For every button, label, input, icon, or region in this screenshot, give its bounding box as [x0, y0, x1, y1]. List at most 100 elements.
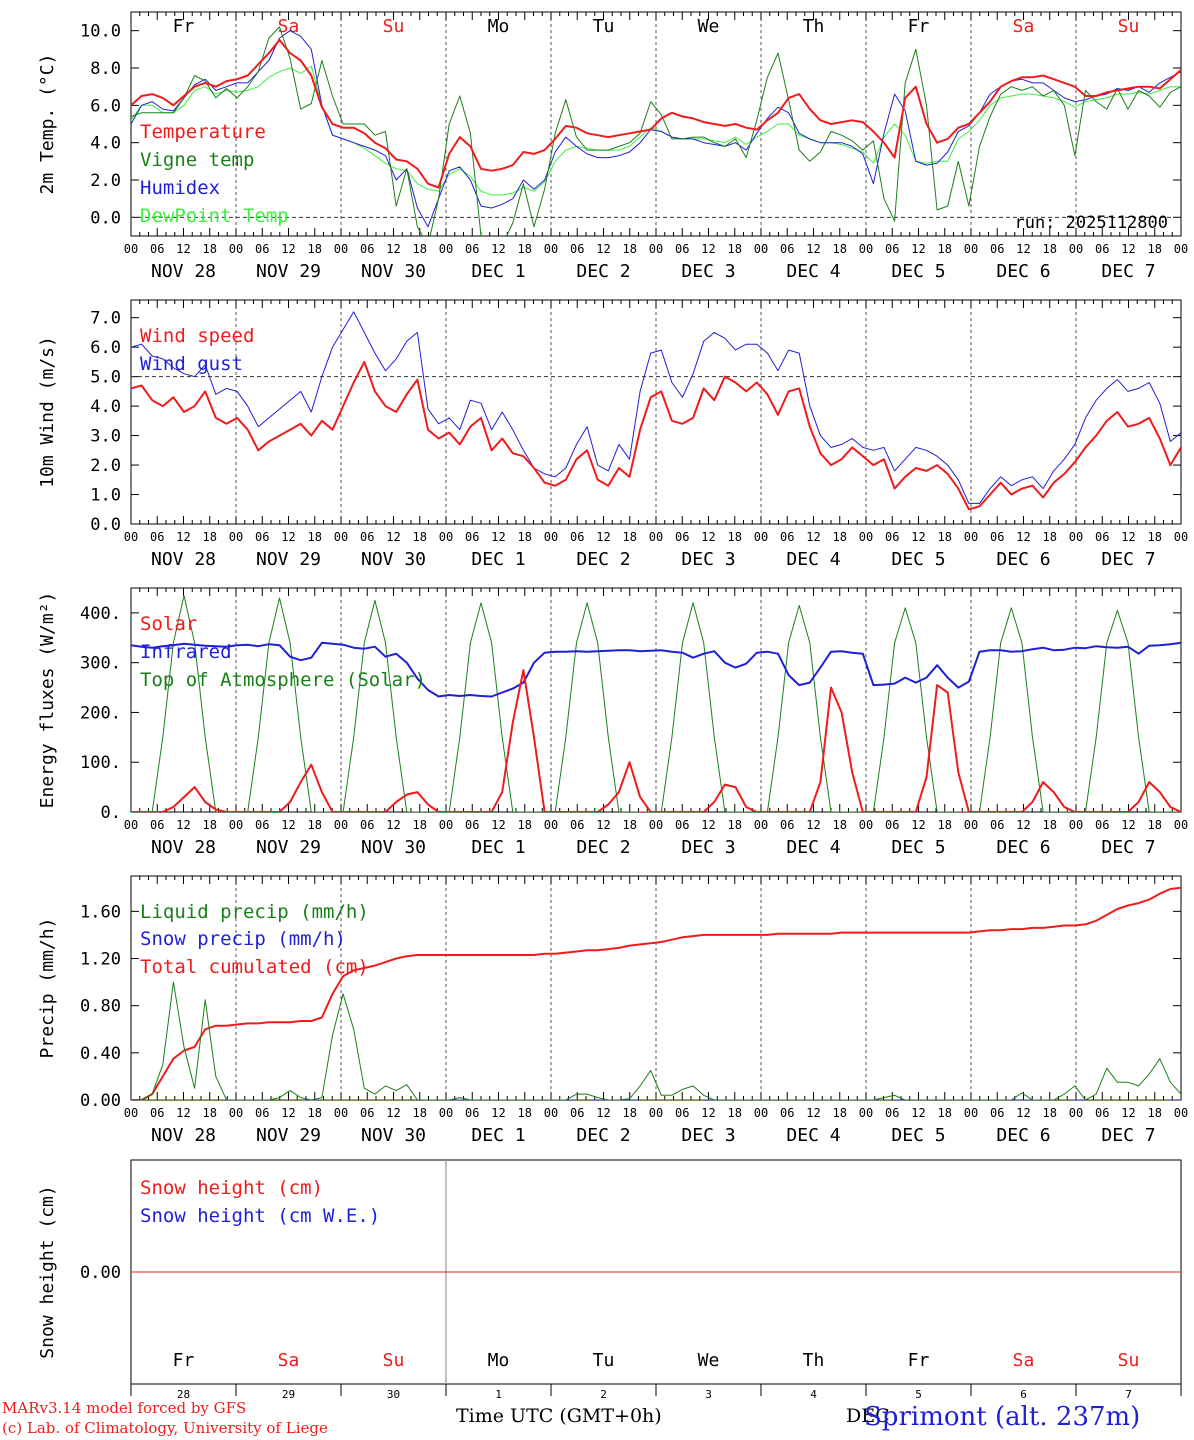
hour-tick-label: 12 — [1016, 1106, 1030, 1120]
hour-tick-label: 00 — [439, 818, 453, 832]
weekday-label: Tu — [593, 1350, 615, 1371]
date-label: NOV 28 — [151, 261, 216, 282]
model-credit: MARv3.14 model forced by GFS — [2, 1399, 247, 1417]
hour-tick-label: 00 — [1174, 1106, 1188, 1120]
y-tick-label: 4.0 — [90, 134, 121, 154]
day-number-label: 29 — [282, 1388, 295, 1401]
date-label: DEC 1 — [471, 261, 525, 282]
hour-tick-label: 12 — [386, 1106, 400, 1120]
hour-tick-label: 18 — [203, 530, 217, 544]
date-label: DEC 6 — [996, 837, 1050, 858]
hour-tick-label: 06 — [990, 818, 1004, 832]
hour-tick-label: 18 — [833, 1106, 847, 1120]
hour-tick-label: 06 — [150, 818, 164, 832]
hour-tick-label: 06 — [885, 1106, 899, 1120]
y-tick-label: 400. — [80, 604, 121, 624]
hour-tick-label: 00 — [544, 242, 558, 256]
y-tick-label: 8.0 — [90, 59, 121, 79]
hour-tick-label: 00 — [229, 818, 243, 832]
hour-tick-label: 12 — [281, 1106, 295, 1120]
legend-entry: DewPoint Temp — [140, 205, 289, 227]
hour-tick-label: 06 — [675, 530, 689, 544]
x-axis-title: Time UTC (GMT+0h) — [456, 1405, 662, 1427]
hour-tick-label: 18 — [203, 818, 217, 832]
hour-tick-label: 12 — [1121, 1106, 1135, 1120]
date-label: DEC 2 — [576, 837, 630, 858]
hour-tick-label: 12 — [491, 1106, 505, 1120]
hour-tick-label: 18 — [938, 530, 952, 544]
hour-tick-label: 00 — [1069, 818, 1083, 832]
hour-tick-label: 12 — [176, 1106, 190, 1120]
hour-tick-label: 00 — [649, 818, 663, 832]
hour-tick-label: 12 — [1016, 818, 1030, 832]
hour-tick-label: 00 — [649, 1106, 663, 1120]
date-label: DEC 7 — [1101, 1125, 1155, 1146]
hour-tick-label: 18 — [728, 530, 742, 544]
day-number-label: 4 — [810, 1388, 817, 1401]
date-label: NOV 28 — [151, 549, 216, 570]
hour-tick-label: 18 — [413, 1106, 427, 1120]
hour-tick-label: 18 — [1148, 818, 1162, 832]
legend-entry: Snow height (cm) — [140, 1177, 323, 1199]
hour-tick-label: 18 — [728, 242, 742, 256]
hour-tick-label: 06 — [990, 242, 1004, 256]
hour-tick-label: 12 — [491, 818, 505, 832]
day-number-label: 1 — [495, 1388, 502, 1401]
y-tick-label: 7.0 — [90, 309, 121, 329]
y-tick-label: 10.0 — [80, 22, 121, 42]
weekday-label: Sa — [278, 1350, 300, 1371]
hour-tick-label: 06 — [360, 818, 374, 832]
hour-tick-label: 12 — [386, 818, 400, 832]
hour-tick-label: 06 — [675, 242, 689, 256]
date-label: DEC 3 — [681, 837, 735, 858]
series-infrared — [131, 641, 1181, 698]
date-label: DEC 3 — [681, 549, 735, 570]
panel-snow: Fr Sa Su Mo Tu We Th Fr Sa Su 28 29 30 1 2 3 4 5 6 7 0.00 Sno… — [37, 1159, 1182, 1401]
hour-tick-label: 00 — [124, 530, 138, 544]
date-label: DEC 3 — [681, 261, 735, 282]
day-number-label: 28 — [177, 1388, 190, 1401]
hour-tick-label: 00 — [544, 818, 558, 832]
date-label: NOV 28 — [151, 1125, 216, 1146]
day-number-label: 30 — [387, 1388, 400, 1401]
panel-energy: 00 06 12 18 00 06 12 18 00 06 12 18 00 06 12 18 00 06 12 18… — [37, 587, 1188, 858]
hour-tick-label: 12 — [491, 242, 505, 256]
hour-tick-label: 18 — [833, 530, 847, 544]
hour-tick-label: 12 — [176, 242, 190, 256]
hour-tick-label: 00 — [859, 818, 873, 832]
y-tick-label: 1.20 — [80, 950, 121, 970]
hour-tick-label: 12 — [911, 530, 925, 544]
hour-tick-label: 00 — [439, 530, 453, 544]
hour-tick-label: 18 — [518, 1106, 532, 1120]
hour-tick-label: 06 — [780, 530, 794, 544]
hour-tick-label: 12 — [386, 242, 400, 256]
hour-tick-label: 12 — [806, 818, 820, 832]
hour-tick-label: 00 — [754, 530, 768, 544]
y-tick-label: 6.0 — [90, 338, 121, 358]
date-label: NOV 30 — [361, 261, 426, 282]
hour-tick-label: 12 — [1121, 530, 1135, 544]
date-label: DEC 2 — [576, 549, 630, 570]
hour-tick-label: 06 — [675, 818, 689, 832]
weekday-label: Su — [1118, 16, 1140, 37]
hour-tick-label: 00 — [964, 818, 978, 832]
weekday-label: Mo — [488, 1350, 510, 1371]
legend-entry: Infrared — [140, 641, 232, 663]
hour-tick-label: 18 — [1043, 530, 1057, 544]
hour-tick-label: 06 — [360, 1106, 374, 1120]
y-axis-title: Precip (mm/h) — [37, 918, 58, 1059]
series-vigne-temp — [131, 26, 1181, 236]
hour-tick-label: 00 — [964, 1106, 978, 1120]
hour-tick-label: 18 — [1043, 1106, 1057, 1120]
hour-tick-label: 06 — [465, 242, 479, 256]
date-label: DEC 6 — [996, 261, 1050, 282]
y-axis-title: Energy fluxes (W/m²) — [37, 592, 58, 809]
run-label: run: 2025112800 — [1014, 213, 1168, 233]
hour-tick-label: 18 — [518, 530, 532, 544]
hour-tick-label: 12 — [596, 1106, 610, 1120]
hour-tick-label: 06 — [360, 530, 374, 544]
hour-tick-label: 06 — [570, 530, 584, 544]
date-label: DEC 5 — [891, 837, 945, 858]
hour-tick-label: 06 — [885, 242, 899, 256]
